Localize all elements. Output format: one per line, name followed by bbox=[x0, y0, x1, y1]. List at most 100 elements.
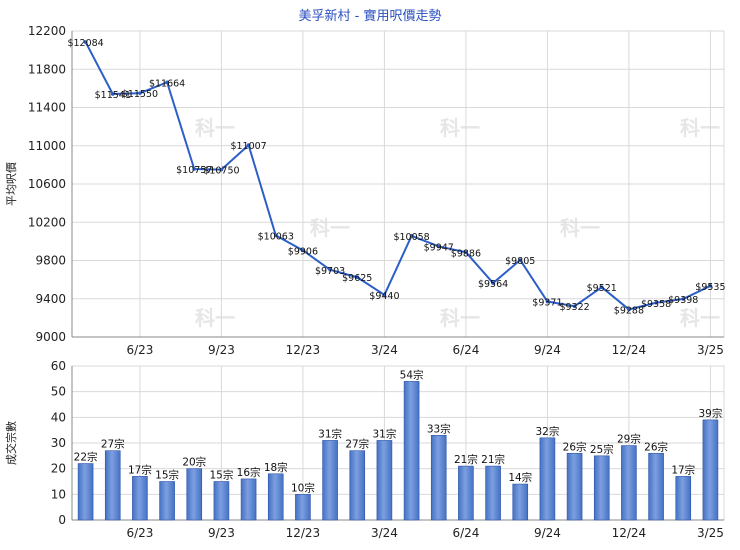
y-tick-label: 11000 bbox=[28, 139, 66, 153]
bar-data-label: 10宗 bbox=[291, 481, 315, 494]
point-data-label: $12084 bbox=[67, 38, 103, 49]
bar-data-label: 22宗 bbox=[74, 451, 98, 464]
y-tick-label: 10600 bbox=[28, 177, 66, 191]
data-point bbox=[545, 299, 550, 304]
point-data-label: $9564 bbox=[478, 279, 508, 290]
y-tick-label: 9000 bbox=[35, 330, 66, 344]
data-point bbox=[599, 285, 604, 289]
watermark-text: 科一 bbox=[195, 306, 235, 330]
y-tick-label: 40 bbox=[51, 410, 66, 424]
data-point bbox=[219, 167, 224, 172]
data-point bbox=[83, 40, 88, 44]
bar-data-label: 26宗 bbox=[563, 440, 587, 453]
point-data-label: $9906 bbox=[288, 246, 318, 257]
data-point bbox=[708, 284, 713, 288]
point-data-label: $9440 bbox=[369, 291, 399, 302]
x-tick-label: 9/23 bbox=[208, 526, 235, 540]
bar-data-label: 14宗 bbox=[508, 471, 532, 484]
y-tick-label: 30 bbox=[51, 436, 66, 450]
data-point bbox=[138, 91, 142, 95]
bar bbox=[512, 483, 529, 521]
bar-data-label: 39宗 bbox=[698, 407, 722, 420]
data-point bbox=[464, 250, 468, 255]
x-tick-label: 12/24 bbox=[612, 343, 647, 357]
bar bbox=[648, 452, 664, 521]
x-tick-label: 6/23 bbox=[126, 526, 153, 540]
x-tick-label: 9/24 bbox=[534, 343, 561, 357]
bar bbox=[403, 381, 420, 521]
data-point bbox=[355, 275, 360, 280]
bar bbox=[159, 481, 175, 521]
y-tick-label: 10 bbox=[51, 487, 66, 501]
data-point bbox=[654, 300, 658, 305]
data-point bbox=[627, 307, 631, 312]
bar-data-label: 26宗 bbox=[644, 440, 668, 453]
point-data-label: $9947 bbox=[424, 242, 454, 253]
bar bbox=[186, 468, 203, 521]
watermark-text: 科一 bbox=[440, 306, 480, 330]
y-tick-label: 11400 bbox=[28, 101, 66, 115]
point-data-label: $10750 bbox=[203, 166, 239, 177]
data-point bbox=[328, 267, 332, 272]
x-tick-label: 3/25 bbox=[697, 343, 724, 357]
bar-data-label: 15宗 bbox=[155, 469, 179, 482]
x-tick-label: 9/24 bbox=[534, 526, 561, 540]
watermark-text: 科一 bbox=[310, 216, 350, 240]
point-data-label: $9703 bbox=[315, 266, 345, 277]
y-tick-label: 9400 bbox=[35, 292, 66, 306]
bar bbox=[104, 450, 121, 521]
data-point bbox=[192, 167, 197, 171]
bar bbox=[566, 452, 583, 521]
bar-data-label: 15宗 bbox=[209, 469, 233, 482]
data-point bbox=[518, 258, 523, 262]
watermark-text: 科一 bbox=[680, 306, 720, 330]
point-data-label: $10063 bbox=[258, 231, 294, 242]
x-tick-label: 12/23 bbox=[286, 343, 321, 357]
point-data-label: $9535 bbox=[695, 282, 725, 293]
x-tick-label: 3/24 bbox=[371, 343, 398, 357]
y-tick-label: 10200 bbox=[28, 215, 66, 229]
point-data-label: $9625 bbox=[342, 273, 372, 284]
point-data-label: $9371 bbox=[532, 298, 562, 309]
data-point bbox=[165, 80, 169, 85]
bar-data-label: 21宗 bbox=[481, 453, 505, 466]
bar bbox=[240, 478, 257, 521]
x-tick-label: 6/24 bbox=[452, 343, 479, 357]
watermark-text: 科一 bbox=[680, 116, 720, 140]
bar-data-label: 16宗 bbox=[237, 466, 261, 479]
point-data-label: $11664 bbox=[149, 78, 185, 89]
bar bbox=[430, 434, 447, 521]
point-data-label: $9521 bbox=[587, 283, 617, 294]
bar-data-label: 29宗 bbox=[617, 433, 641, 446]
point-data-label: $9805 bbox=[505, 256, 535, 267]
data-point bbox=[436, 244, 441, 249]
data-point bbox=[301, 248, 305, 253]
point-data-label: $9322 bbox=[559, 302, 589, 313]
bar bbox=[675, 476, 692, 521]
x-tick-label: 12/24 bbox=[612, 526, 647, 540]
bar-data-label: 20宗 bbox=[182, 456, 206, 469]
data-point bbox=[246, 143, 251, 147]
bar-data-label: 17宗 bbox=[128, 463, 152, 476]
bar bbox=[621, 445, 637, 521]
watermark-text: 科一 bbox=[440, 116, 480, 140]
data-point bbox=[273, 233, 278, 238]
y-tick-label: 12200 bbox=[28, 24, 66, 38]
point-data-label: $9288 bbox=[614, 305, 644, 316]
x-tick-label: 6/23 bbox=[126, 343, 153, 357]
bar-data-label: 25宗 bbox=[590, 443, 614, 456]
bar-data-label: 32宗 bbox=[535, 425, 559, 438]
y-tick-label: 50 bbox=[51, 385, 66, 399]
bar-data-label: 31宗 bbox=[372, 427, 396, 440]
bar bbox=[539, 437, 556, 521]
y-tick-label: 0 bbox=[58, 513, 66, 527]
chart-title: 美孚新村 - 實用呎價走勢 bbox=[299, 8, 442, 24]
point-data-label: $9398 bbox=[668, 295, 698, 306]
bar bbox=[267, 473, 284, 521]
y-tick-label: 9800 bbox=[35, 254, 66, 268]
bar bbox=[322, 440, 338, 521]
x-tick-label: 3/24 bbox=[371, 526, 398, 540]
y-tick-label: 20 bbox=[51, 462, 66, 476]
x-tick-label: 6/24 bbox=[452, 526, 479, 540]
